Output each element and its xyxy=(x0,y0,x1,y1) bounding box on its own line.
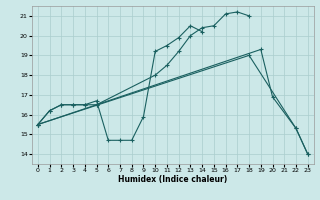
X-axis label: Humidex (Indice chaleur): Humidex (Indice chaleur) xyxy=(118,175,228,184)
